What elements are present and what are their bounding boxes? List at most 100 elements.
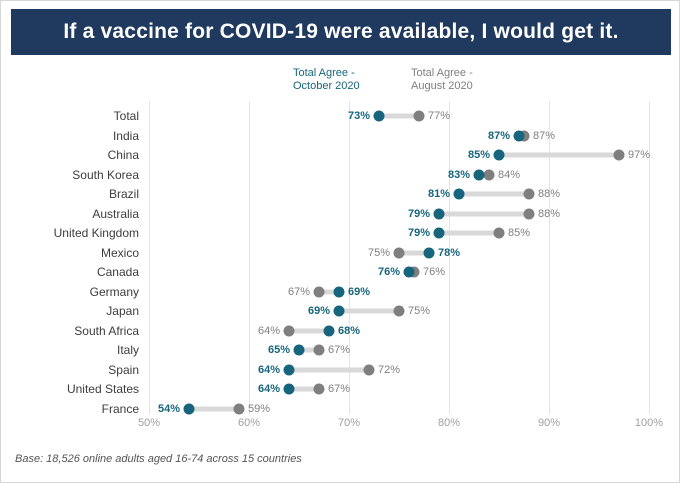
october-dot <box>403 266 415 278</box>
october-dot <box>183 403 195 414</box>
country-label: Total <box>113 109 139 123</box>
dumbbell-connector <box>189 406 239 411</box>
dumbbell-connector <box>459 191 529 197</box>
august-dot <box>393 305 405 317</box>
x-tick-label: 100% <box>634 417 664 429</box>
august-value: 88% <box>538 188 561 200</box>
dumbbell-connector <box>319 289 339 294</box>
october-dot <box>513 130 525 141</box>
country-label: Brazil <box>108 187 139 201</box>
dumbbell-connector <box>289 367 369 372</box>
x-tick-label: 50% <box>137 417 161 429</box>
country-label: India <box>112 128 139 143</box>
october-value: 64% <box>257 383 280 395</box>
country-label: Japan <box>106 304 139 318</box>
august-value: 64% <box>257 324 280 337</box>
gridline <box>549 101 550 414</box>
august-dot <box>313 286 325 297</box>
legend-august-2020: Total Agree - August 2020 <box>411 67 473 92</box>
august-value: 85% <box>508 227 531 239</box>
october-dot <box>423 247 435 258</box>
country-label: Canada <box>96 265 139 279</box>
dumbbell-connector <box>439 230 499 236</box>
october-value: 83% <box>447 168 470 181</box>
october-dot <box>333 305 345 317</box>
october-value: 87% <box>487 129 510 142</box>
august-dot <box>413 110 425 122</box>
august-dot <box>523 208 535 219</box>
october-value: 64% <box>257 363 280 376</box>
october-value: 76% <box>377 266 400 278</box>
dumbbell-connector <box>299 347 319 353</box>
october-value: 81% <box>427 188 450 200</box>
country-label: Australia <box>92 206 139 221</box>
october-dot <box>433 208 445 219</box>
gridline <box>449 101 450 414</box>
x-tick-label: 70% <box>337 417 361 429</box>
october-dot <box>473 169 485 180</box>
august-dot <box>523 188 535 200</box>
october-value: 54% <box>157 402 180 415</box>
august-dot <box>483 169 495 180</box>
august-dot <box>313 383 325 395</box>
october-dot <box>493 149 505 161</box>
october-dot <box>323 325 335 336</box>
october-dot <box>293 344 305 356</box>
country-label: South Korea <box>72 167 139 182</box>
country-label: China <box>107 148 139 162</box>
august-dot <box>393 247 405 258</box>
dumbbell-connector <box>289 328 329 333</box>
gridline <box>649 101 650 414</box>
dumbbell-connector <box>339 308 399 314</box>
august-dot <box>493 227 505 239</box>
country-label: United States <box>66 382 139 396</box>
october-dot <box>283 383 295 395</box>
august-value: 67% <box>328 383 351 395</box>
october-dot <box>283 364 295 375</box>
dumbbell-connector <box>499 152 619 158</box>
october-value: 69% <box>307 305 330 317</box>
august-value: 97% <box>628 149 651 161</box>
country-label: Germany <box>89 284 139 299</box>
august-value: 75% <box>367 246 390 259</box>
october-dot <box>333 286 345 297</box>
page-title: If a vaccine for COVID-19 were available… <box>11 9 671 55</box>
october-value: 79% <box>407 207 430 220</box>
dumbbell-connector <box>399 250 429 255</box>
october-dot <box>433 227 445 239</box>
august-value: 77% <box>428 110 451 122</box>
august-dot <box>233 403 245 414</box>
gridline <box>149 101 150 414</box>
dumbbell-connector <box>379 113 419 119</box>
august-value: 67% <box>328 344 351 356</box>
august-value: 88% <box>538 207 561 220</box>
gridline <box>249 101 250 414</box>
country-label: South Africa <box>74 323 139 338</box>
august-dot <box>363 364 375 375</box>
october-value: 85% <box>467 149 490 161</box>
august-dot <box>283 325 295 336</box>
october-value: 69% <box>348 285 371 298</box>
country-label: Spain <box>108 362 139 377</box>
gridline <box>349 101 350 414</box>
dumbbell-connector <box>439 211 529 216</box>
x-tick-label: 90% <box>537 417 561 429</box>
august-value: 87% <box>533 129 556 142</box>
base-note: Base: 18,526 online adults aged 16-74 ac… <box>15 453 302 465</box>
october-value: 68% <box>338 324 361 337</box>
august-dot <box>613 149 625 161</box>
august-value: 59% <box>248 402 271 415</box>
country-label: Italy <box>116 343 139 357</box>
august-value: 84% <box>498 168 521 181</box>
country-label: Mexico <box>100 245 139 260</box>
october-dot <box>453 188 465 200</box>
august-value: 75% <box>408 305 431 317</box>
country-label: France <box>101 401 139 416</box>
august-value: 67% <box>287 285 310 298</box>
dumbbell-connector <box>289 386 319 392</box>
legend-october-2020: Total Agree - October 2020 <box>293 67 360 92</box>
x-tick-label: 60% <box>237 417 261 429</box>
october-dot <box>373 110 385 122</box>
august-value: 76% <box>423 266 446 278</box>
